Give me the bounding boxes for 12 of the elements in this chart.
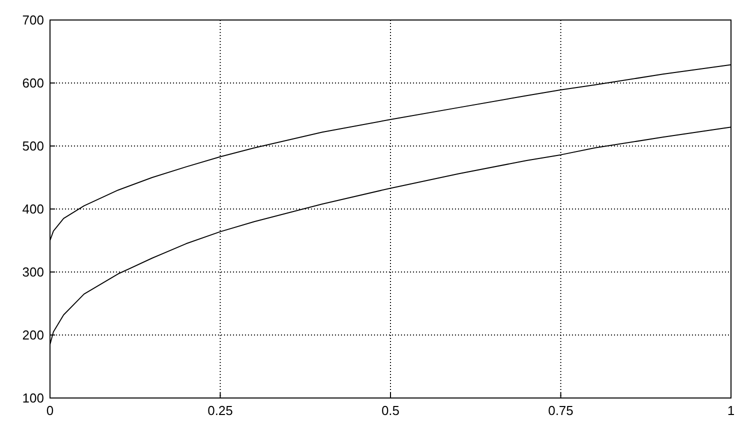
y-tick-label: 700 — [22, 12, 44, 28]
x-tick-label: 0.25 — [208, 403, 233, 418]
y-tick-label: 100 — [22, 390, 44, 406]
y-tick-label: 400 — [22, 202, 44, 217]
y-tick-label: 500 — [22, 138, 44, 154]
x-tick-label: 0.75 — [548, 403, 574, 418]
x-tick-label: 1 — [727, 403, 735, 418]
x-tick-label: 0.5 — [381, 403, 400, 418]
y-tick-label: 300 — [22, 264, 44, 280]
x-tick-label: 0 — [46, 403, 54, 418]
y-tick-label: 600 — [22, 76, 44, 91]
y-tick-label: 200 — [22, 328, 44, 343]
